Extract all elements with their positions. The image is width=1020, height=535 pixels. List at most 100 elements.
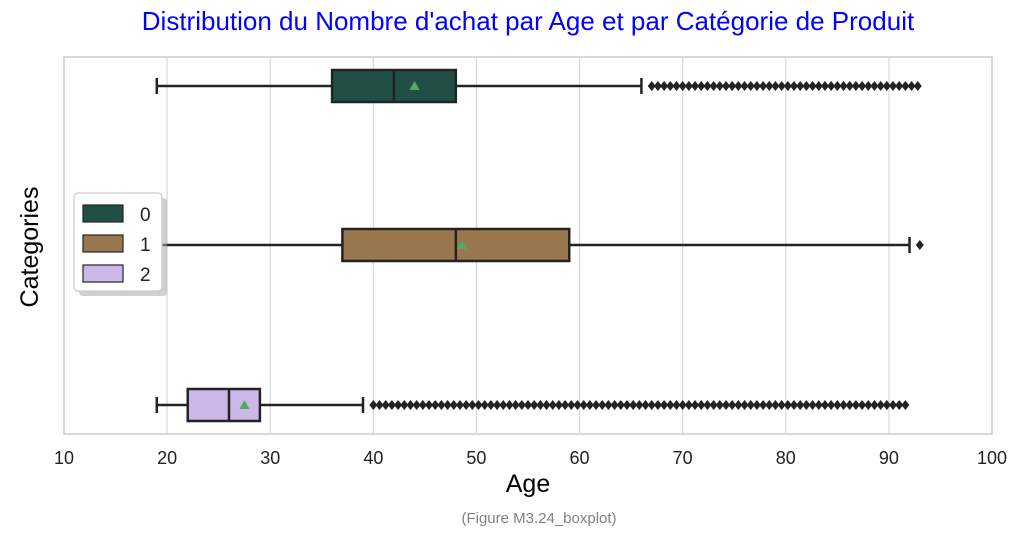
outlier-point	[499, 400, 508, 410]
outlier-point	[592, 400, 601, 410]
x-tick-label: 100	[977, 448, 1007, 468]
outlier-point	[610, 400, 619, 410]
outlier-point	[870, 81, 879, 91]
outlier-point	[752, 400, 761, 410]
outlier-point	[814, 81, 823, 91]
outlier-point	[666, 81, 675, 91]
outlier-point	[796, 81, 805, 91]
box-group-2	[155, 387, 910, 423]
outlier-point	[697, 400, 706, 410]
outlier-point	[746, 400, 755, 410]
outlier-point	[901, 400, 910, 410]
outlier-point	[808, 81, 817, 91]
outlier-point	[907, 81, 916, 91]
outlier-point	[858, 400, 867, 410]
outlier-point	[381, 400, 390, 410]
outlier-point	[783, 400, 792, 410]
outlier-point	[851, 400, 860, 410]
outlier-point	[796, 400, 805, 410]
outlier-point	[443, 400, 452, 410]
outlier-point	[752, 81, 761, 91]
outlier-point	[622, 400, 631, 410]
outlier-point	[802, 81, 811, 91]
outlier-point	[734, 400, 743, 410]
outlier-point	[511, 400, 520, 410]
legend-label-2: 2	[140, 265, 151, 286]
outlier-point	[598, 400, 607, 410]
x-tick-label: 40	[363, 448, 383, 468]
outlier-point	[505, 400, 514, 410]
outlier-point	[728, 400, 737, 410]
outlier-point	[882, 81, 891, 91]
outlier-point	[802, 400, 811, 410]
outlier-point	[771, 81, 780, 91]
figure-caption: (Figure M3.24_boxplot)	[461, 510, 616, 527]
x-tick-label: 70	[673, 448, 693, 468]
y-axis-label: Categories	[16, 187, 44, 308]
x-tick-label: 20	[157, 448, 177, 468]
outlier-point	[833, 400, 842, 410]
outlier-point	[715, 81, 724, 91]
outlier-point	[709, 400, 718, 410]
outlier-point	[833, 81, 842, 91]
outlier-point	[672, 400, 681, 410]
x-tick-label: 10	[54, 448, 74, 468]
outlier-point	[765, 81, 774, 91]
outlier-point	[709, 81, 718, 91]
outlier-point	[734, 81, 743, 91]
outlier-point	[536, 400, 545, 410]
outlier-point	[579, 400, 588, 410]
outlier-point	[777, 400, 786, 410]
outlier-point	[437, 400, 446, 410]
outlier-point	[740, 400, 749, 410]
legend-swatch-1	[82, 234, 124, 253]
outlier-point	[870, 400, 879, 410]
outlier-point	[820, 400, 829, 410]
legend: 0 1 2	[73, 192, 167, 296]
box-group-0	[155, 68, 922, 104]
outlier-point	[468, 400, 477, 410]
outlier-point	[517, 400, 526, 410]
outlier-point	[412, 400, 421, 410]
x-tick-label: 50	[466, 448, 486, 468]
outlier-point	[524, 400, 532, 410]
outlier-point	[876, 400, 885, 410]
outlier-point	[455, 400, 464, 410]
legend-label-1: 1	[140, 235, 151, 256]
outlier-point	[864, 400, 873, 410]
box-group-1	[155, 227, 924, 263]
outlier-point	[647, 81, 656, 91]
outlier-point	[845, 400, 854, 410]
outlier-point	[715, 400, 724, 410]
outlier-point	[474, 400, 483, 410]
outlier-point	[864, 81, 873, 91]
outlier-point	[814, 400, 823, 410]
outlier-point	[400, 400, 409, 410]
outlier-point	[759, 81, 768, 91]
outlier-point	[480, 400, 489, 410]
box-iqr	[186, 387, 262, 423]
outlier-point	[369, 400, 378, 410]
outlier-point	[721, 400, 730, 410]
outlier-point	[808, 400, 817, 410]
outlier-point	[889, 400, 898, 410]
outlier-point	[820, 81, 829, 91]
outlier-point	[915, 240, 924, 250]
mean-marker	[457, 240, 468, 249]
outlier-point	[406, 400, 415, 410]
outlier-point	[418, 400, 427, 410]
outlier-point	[431, 400, 440, 410]
outlier-point	[684, 400, 693, 410]
outlier-point	[573, 400, 582, 410]
outlier-point	[660, 81, 669, 91]
outlier-point	[462, 400, 471, 410]
outlier-point	[771, 400, 780, 410]
outlier-point	[765, 400, 774, 410]
outlier-point	[777, 81, 786, 91]
outlier-point	[895, 81, 904, 91]
outlier-point	[851, 81, 860, 91]
outlier-point	[561, 400, 570, 410]
outlier-point	[858, 81, 867, 91]
legend-swatch-2	[82, 264, 124, 283]
